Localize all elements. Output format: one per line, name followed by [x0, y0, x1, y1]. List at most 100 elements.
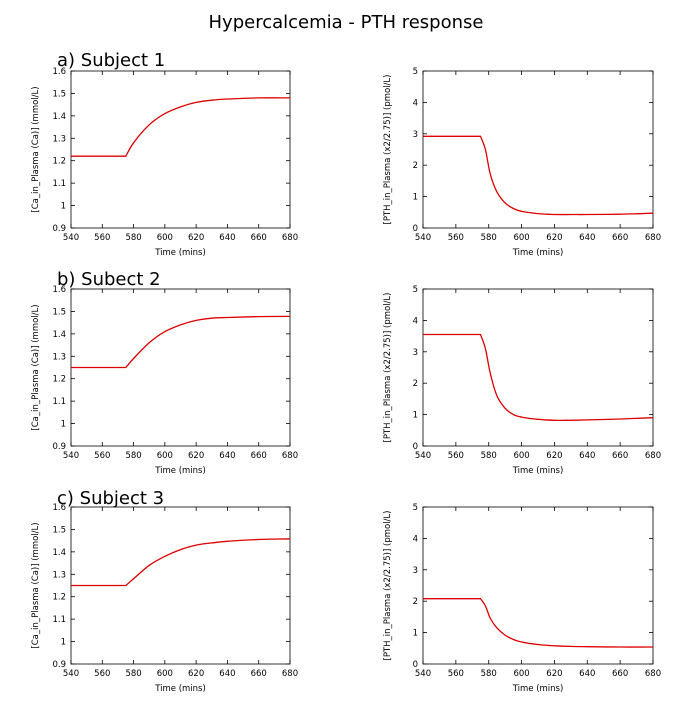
- y-tick-label: 1.1: [52, 179, 66, 189]
- x-tick-label: 600: [157, 451, 173, 461]
- chart-4: 540 560 580 600 620 640 660 680 0 1 2 3 4 5 Time (mins…: [383, 285, 661, 476]
- x-tick-label: 640: [219, 451, 235, 461]
- x-tick-label: 560: [448, 233, 464, 243]
- x-tick-label: 580: [481, 233, 497, 243]
- plot-frame: [422, 506, 654, 665]
- y-tick-label: 1: [413, 411, 418, 421]
- series-line-ca: [71, 97, 291, 157]
- x-tick-label: 540: [415, 233, 431, 243]
- y-tick-label: 5: [413, 285, 418, 295]
- y-tick-label: 1.3: [52, 134, 66, 144]
- x-axis-label: Time (mins): [154, 466, 206, 476]
- x-axis-label: Time (mins): [512, 466, 564, 476]
- plot-frame: [70, 70, 291, 229]
- x-tick-label: 680: [282, 451, 298, 461]
- x-tick-label: 680: [645, 669, 661, 679]
- y-tick-label: 1.2: [52, 375, 66, 385]
- series-line-pth: [423, 333, 654, 421]
- y-tick-label: 1.4: [52, 330, 66, 340]
- y-tick-label: 3: [413, 130, 418, 140]
- x-tick-label: 560: [448, 451, 464, 461]
- x-tick-label: 660: [251, 233, 267, 243]
- y-tick-label: 1.5: [52, 89, 66, 99]
- x-tick-label: 620: [546, 233, 562, 243]
- y-tick-label: 1.4: [52, 548, 66, 558]
- y-tick-label: 4: [413, 98, 418, 108]
- x-tick-label: 580: [481, 451, 497, 461]
- y-tick-label: 1.2: [52, 157, 66, 167]
- y-tick-label: 1.6: [52, 67, 66, 77]
- plot-frame: [422, 288, 654, 447]
- y-tick-label: 2: [413, 379, 418, 389]
- x-tick-label: 680: [282, 669, 298, 679]
- panel-label-subject-3: c) Subject 3: [57, 488, 164, 509]
- x-tick-label: 540: [63, 451, 79, 461]
- x-tick-label: 580: [125, 233, 141, 243]
- x-tick-label: 640: [579, 669, 595, 679]
- x-tick-label: 580: [481, 669, 497, 679]
- y-tick-label: 1.5: [52, 525, 66, 535]
- panel-label-subject-2: b) Subect 2: [57, 269, 161, 290]
- y-axis-label: [PTH_in_Plasma (x2/2.75)] (pmol/L): [383, 75, 393, 225]
- x-tick-label: 640: [219, 669, 235, 679]
- chart-2: 540 560 580 600 620 640 660 680 0 1 2 3 4 5 Time (mins…: [383, 67, 661, 258]
- figure-title: Hypercalcemia - PTH response: [209, 12, 484, 33]
- chart-3: 540 560 580 600 620 640 660 680 0.9 1 1.1 1.2 1.3 1.4…: [31, 285, 298, 476]
- y-tick-label: 1.4: [52, 112, 66, 122]
- x-tick-label: 660: [251, 451, 267, 461]
- x-tick-label: 620: [188, 451, 204, 461]
- plots-container: 540 560 580 600 620 640 660 6800.911.11.21.31.4…: [31, 67, 661, 694]
- y-tick-label: 1.3: [52, 570, 66, 580]
- x-tick-label: 600: [157, 233, 173, 243]
- x-tick-label: 600: [513, 669, 529, 679]
- y-tick-label: 4: [413, 316, 418, 326]
- y-tick-label: 1.6: [52, 285, 66, 295]
- y-axis-label: [PTH_in_Plasma (x2/2.75)] (pmol/L): [383, 293, 393, 443]
- y-tick-label: 1.1: [52, 397, 66, 407]
- y-tick-label: 1: [61, 420, 66, 430]
- x-tick-label: 640: [579, 451, 595, 461]
- series-line-ca: [71, 538, 291, 587]
- y-tick-label: 1.1: [52, 615, 66, 625]
- x-tick-label: 660: [612, 669, 628, 679]
- y-tick-label: 0: [413, 660, 418, 670]
- x-tick-label: 540: [63, 669, 79, 679]
- x-tick-label: 660: [251, 669, 267, 679]
- y-tick-label: 1: [61, 638, 66, 648]
- x-axis-label: Time (mins): [512, 248, 564, 258]
- x-tick-label: 660: [612, 233, 628, 243]
- x-tick-label: 620: [188, 233, 204, 243]
- chart-6: 540 560 580 600 620 640 660 680 0 1 2 3 4 5 Time (mins…: [383, 503, 661, 694]
- y-axis-label: [PTH_in_Plasma (x2/2.75)] (pmol/L): [383, 511, 393, 661]
- y-tick-label: 2: [413, 597, 418, 607]
- x-tick-label: 600: [513, 233, 529, 243]
- x-tick-label: 640: [579, 233, 595, 243]
- y-tick-label: 1.3: [52, 352, 66, 362]
- chart-1: 540 560 580 600 620 640 660 680 0.9 1 1.1 1.2 1.3 1.4…: [31, 67, 298, 258]
- y-tick-label: 1: [413, 629, 418, 639]
- x-axis-label: Time (mins): [154, 248, 206, 258]
- y-tick-label: 0.9: [52, 442, 66, 452]
- x-tick-label: 620: [546, 669, 562, 679]
- y-axis-label: [Ca_in_Plasma (Ca)] (mmol/L): [31, 86, 41, 212]
- y-tick-label: 0: [413, 442, 418, 452]
- series-line-pth: [423, 598, 654, 648]
- x-tick-label: 680: [645, 451, 661, 461]
- x-axis-label: Time (mins): [512, 684, 564, 694]
- y-tick-label: 0.9: [52, 224, 66, 234]
- x-tick-label: 540: [415, 451, 431, 461]
- y-tick-label: 1.5: [52, 307, 66, 317]
- y-tick-label: 1: [61, 202, 66, 212]
- x-tick-label: 680: [282, 233, 298, 243]
- x-axis-label: Time (mins): [154, 684, 206, 694]
- x-tick-label: 540: [63, 233, 79, 243]
- x-tick-label: 600: [513, 451, 529, 461]
- y-tick-label: 5: [413, 67, 418, 77]
- x-tick-label: 620: [546, 451, 562, 461]
- y-tick-label: 0.9: [52, 660, 66, 670]
- y-tick-label: 1: [413, 193, 418, 203]
- x-tick-label: 560: [94, 669, 110, 679]
- y-axis-label: [Ca_in_Plasma (Ca)] (mmol/L): [31, 304, 41, 430]
